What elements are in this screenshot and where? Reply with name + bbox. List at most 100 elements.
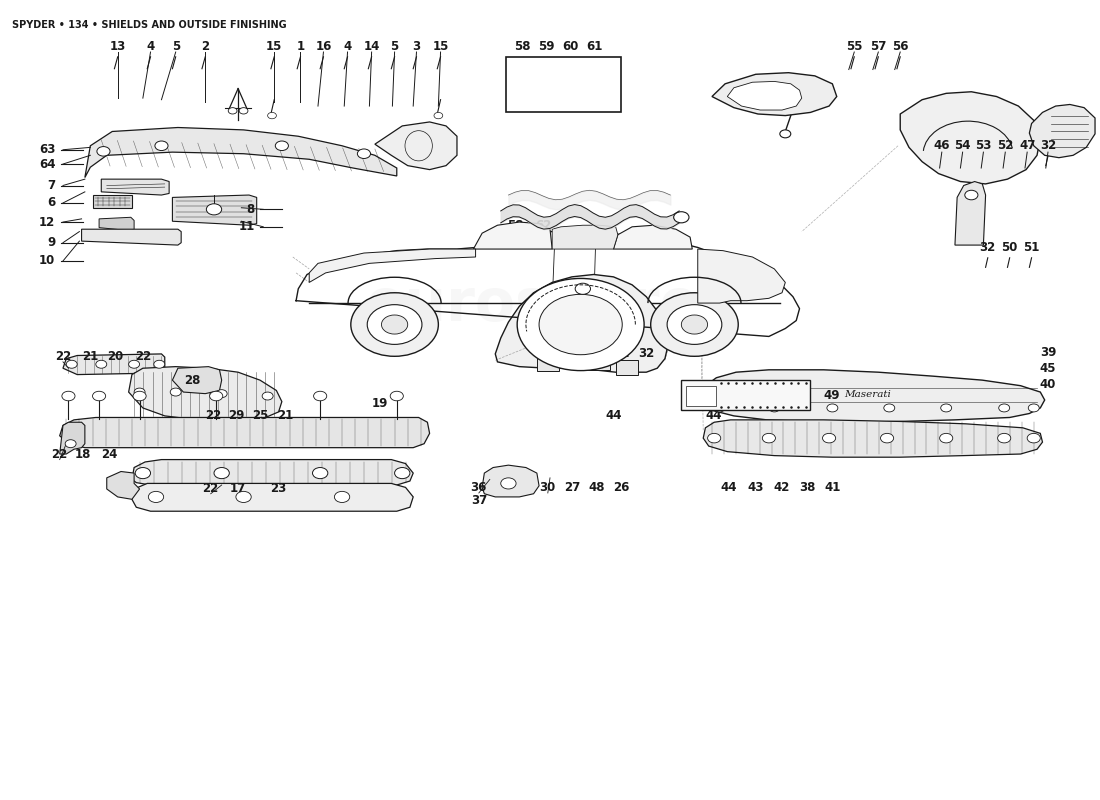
Text: 5: 5: [172, 40, 179, 53]
Circle shape: [267, 113, 276, 118]
Polygon shape: [129, 366, 282, 420]
Circle shape: [367, 305, 422, 344]
Circle shape: [390, 391, 404, 401]
Circle shape: [382, 315, 408, 334]
Text: 4: 4: [343, 40, 352, 53]
Text: 22: 22: [134, 350, 151, 363]
Text: 4: 4: [146, 40, 155, 53]
Circle shape: [999, 404, 1010, 412]
Circle shape: [965, 190, 978, 200]
Polygon shape: [63, 354, 165, 374]
Text: 30: 30: [540, 481, 556, 494]
Text: 29: 29: [228, 410, 244, 422]
Circle shape: [155, 141, 168, 150]
Circle shape: [312, 467, 328, 478]
Text: 24: 24: [101, 447, 117, 461]
Text: 50: 50: [1001, 241, 1018, 254]
Polygon shape: [59, 418, 430, 448]
Circle shape: [707, 434, 721, 443]
Text: 46: 46: [934, 139, 950, 152]
Text: 5: 5: [390, 40, 398, 53]
Polygon shape: [616, 360, 638, 374]
Text: 22: 22: [52, 447, 68, 461]
Polygon shape: [727, 82, 802, 110]
Polygon shape: [81, 229, 182, 245]
Text: 1: 1: [296, 40, 305, 53]
Text: 54: 54: [955, 139, 971, 152]
Text: 31: 31: [613, 347, 629, 361]
Circle shape: [1027, 434, 1041, 443]
Text: 39: 39: [1040, 346, 1056, 359]
Circle shape: [133, 391, 146, 401]
Text: 32: 32: [980, 241, 996, 254]
Text: 44: 44: [706, 410, 723, 422]
Circle shape: [827, 404, 838, 412]
Polygon shape: [482, 465, 539, 497]
Text: 43: 43: [748, 481, 763, 494]
Text: 57: 57: [870, 40, 887, 53]
Text: 48: 48: [588, 481, 605, 494]
Polygon shape: [101, 179, 169, 195]
Circle shape: [780, 130, 791, 138]
Text: 7: 7: [47, 179, 55, 192]
Text: 44: 44: [605, 410, 621, 422]
Polygon shape: [588, 355, 610, 370]
Circle shape: [262, 392, 273, 400]
Circle shape: [96, 360, 107, 368]
Bar: [681, 380, 811, 410]
Text: eurospares: eurospares: [365, 276, 735, 333]
Circle shape: [148, 491, 164, 502]
Text: 32: 32: [638, 347, 654, 361]
Text: 34: 34: [563, 347, 580, 361]
Text: 63: 63: [39, 143, 55, 156]
Text: 49: 49: [824, 389, 840, 402]
Polygon shape: [561, 354, 583, 368]
Circle shape: [673, 212, 689, 223]
Circle shape: [228, 108, 236, 114]
Polygon shape: [173, 366, 222, 394]
Text: 14: 14: [363, 40, 379, 53]
Polygon shape: [495, 274, 668, 372]
Text: 25: 25: [252, 410, 268, 422]
Text: SPYDER • 134 • SHIELDS AND OUTSIDE FINISHING: SPYDER • 134 • SHIELDS AND OUTSIDE FINIS…: [11, 20, 286, 30]
Circle shape: [681, 315, 707, 334]
Text: 12: 12: [40, 215, 55, 229]
Text: 22: 22: [55, 350, 72, 363]
Text: 17: 17: [230, 482, 246, 495]
Text: 20: 20: [108, 350, 123, 363]
Circle shape: [62, 391, 75, 401]
Circle shape: [762, 434, 776, 443]
Circle shape: [651, 293, 738, 356]
Text: 49: 49: [777, 395, 793, 408]
Text: 21: 21: [277, 410, 294, 422]
Circle shape: [66, 360, 77, 368]
Circle shape: [351, 293, 439, 356]
Text: 28: 28: [184, 374, 200, 386]
Polygon shape: [309, 249, 475, 282]
Text: 55: 55: [846, 40, 862, 53]
Text: 42: 42: [773, 481, 790, 494]
Polygon shape: [1030, 105, 1094, 158]
Text: 33: 33: [588, 347, 605, 361]
Text: 15: 15: [432, 40, 449, 53]
Text: 38: 38: [799, 481, 815, 494]
Text: Maserati: Maserati: [844, 390, 891, 399]
Circle shape: [217, 390, 227, 398]
Polygon shape: [132, 459, 414, 485]
Circle shape: [65, 440, 76, 448]
Bar: [685, 386, 716, 406]
Text: 37: 37: [471, 494, 487, 507]
Polygon shape: [701, 370, 1045, 422]
Text: 53: 53: [976, 139, 991, 152]
Polygon shape: [375, 122, 456, 170]
Circle shape: [880, 434, 893, 443]
Circle shape: [823, 434, 836, 443]
Polygon shape: [552, 226, 618, 249]
Circle shape: [434, 113, 442, 118]
Text: Maserati: Maserati: [735, 391, 770, 399]
Polygon shape: [712, 73, 837, 115]
Circle shape: [1028, 404, 1040, 412]
Text: 32: 32: [1040, 139, 1056, 152]
Polygon shape: [92, 195, 132, 208]
Circle shape: [334, 491, 350, 502]
